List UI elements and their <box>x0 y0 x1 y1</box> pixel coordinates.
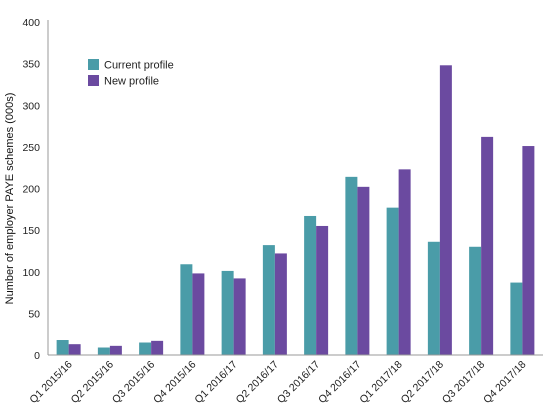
legend-label-new: New profile <box>104 76 159 88</box>
bar-new-4 <box>233 278 246 355</box>
bar-new-8 <box>398 169 411 355</box>
bar-current-3 <box>180 264 193 355</box>
bar-current-0 <box>56 340 69 355</box>
x-tick-label: Q2 2015/16 <box>69 359 116 406</box>
legend-swatch-new <box>88 75 99 86</box>
bar-new-3 <box>192 273 205 355</box>
y-tick-label: 350 <box>22 59 40 71</box>
bar-new-9 <box>439 65 452 355</box>
x-tick-label: Q3 2016/17 <box>275 359 322 406</box>
y-tick-label: 0 <box>34 350 40 362</box>
axes <box>47 20 543 356</box>
x-tick-label: Q1 2015/16 <box>27 359 74 406</box>
bars <box>56 65 535 355</box>
bar-new-1 <box>109 345 122 355</box>
bar-new-6 <box>316 225 329 355</box>
legend: Current profile New profile <box>88 59 174 88</box>
x-tick-label: Q2 2016/17 <box>234 359 281 406</box>
bar-new-5 <box>274 253 287 355</box>
legend-swatch-current <box>88 59 99 70</box>
bar-new-10 <box>481 136 494 355</box>
x-tick-label: Q4 2016/17 <box>316 359 363 406</box>
y-tick-label: 400 <box>22 17 40 29</box>
bar-current-2 <box>139 342 152 355</box>
bar-new-11 <box>522 146 535 355</box>
bar-current-6 <box>304 215 317 355</box>
x-tick-label: Q1 2016/17 <box>192 359 239 406</box>
bar-new-0 <box>68 344 81 355</box>
y-tick-label: 250 <box>22 142 40 154</box>
bar-new-7 <box>357 186 370 355</box>
x-tick-label: Q4 2015/16 <box>151 359 198 406</box>
bar-new-2 <box>151 340 164 355</box>
bar-current-5 <box>262 245 275 355</box>
y-tick-label: 50 <box>28 308 40 320</box>
bar-current-1 <box>97 347 110 355</box>
bar-current-4 <box>221 270 234 355</box>
y-tick-label: 100 <box>22 267 40 279</box>
y-axis-title: Number of employer PAYE schemes (000s) <box>4 93 16 305</box>
bar-current-11 <box>510 282 523 355</box>
y-tick-label: 150 <box>22 225 40 237</box>
y-tick-label: 300 <box>22 100 40 112</box>
x-tick-label: Q3 2015/16 <box>110 359 157 406</box>
x-tick-label: Q2 2017/18 <box>399 359 446 406</box>
y-tick-label: 200 <box>22 184 40 196</box>
bar-current-7 <box>345 176 358 355</box>
y-axis-ticks: 0 50 100 150 200 250 300 350 400 <box>22 17 40 362</box>
x-tick-label: Q3 2017/18 <box>440 359 487 406</box>
bar-current-9 <box>427 241 440 355</box>
bar-current-10 <box>469 246 482 355</box>
x-tick-label: Q1 2017/18 <box>357 359 404 406</box>
x-tick-label: Q4 2017/18 <box>481 359 528 406</box>
legend-label-current: Current profile <box>104 60 174 72</box>
bar-current-8 <box>386 207 399 355</box>
